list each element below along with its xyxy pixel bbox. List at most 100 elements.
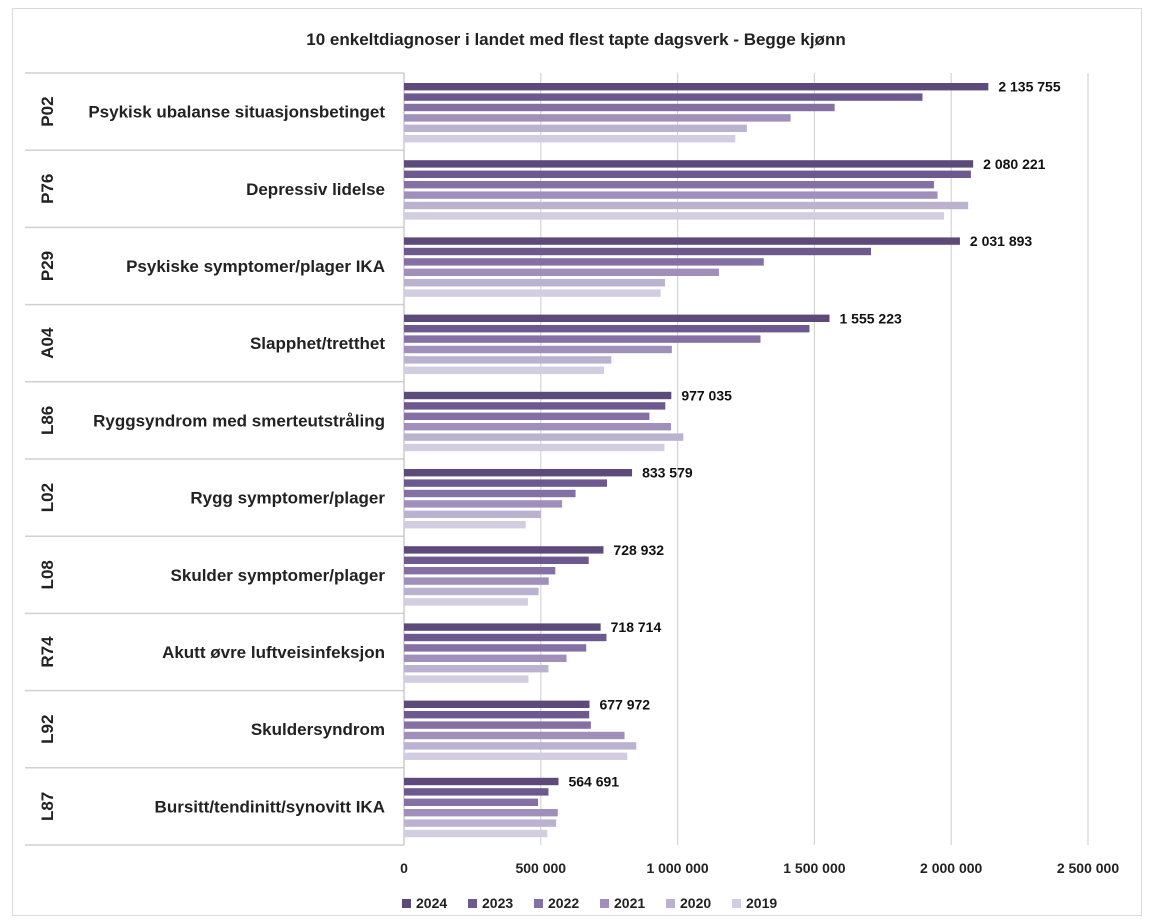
bar-2024 (404, 237, 960, 245)
bar-2024 (404, 469, 633, 477)
x-tick-label: 2 500 000 (1057, 860, 1119, 876)
bar-2021 (404, 809, 558, 817)
bar-2023 (404, 556, 589, 564)
data-label: 2 031 893 (970, 233, 1032, 249)
category-code: L86 (38, 406, 57, 435)
legend-swatch (468, 899, 477, 908)
bar-2022 (404, 181, 934, 189)
bar-2019 (404, 135, 736, 143)
x-tick-label: 500 000 (515, 860, 566, 876)
bar-2023 (404, 170, 971, 178)
bar-2019 (404, 829, 548, 838)
category-label: Akutt øvre luftveisinfeksjon (162, 643, 385, 662)
legend-label: 2022 (548, 895, 579, 911)
data-label: 1 555 223 (840, 310, 902, 326)
bar-2021 (404, 423, 672, 431)
bar-2023 (404, 711, 590, 719)
data-label: 564 691 (568, 774, 619, 790)
bar-2019 (404, 752, 628, 760)
category-label: Skuldersyndrom (251, 720, 385, 739)
category-label: Ryggsyndrom med smerteutstråling (93, 411, 385, 430)
legend-swatch (732, 899, 741, 908)
category-label: Rygg symptomer/plager (190, 489, 385, 508)
bar-2023 (404, 325, 810, 333)
data-label: 2 080 221 (983, 156, 1045, 172)
bar-2021 (404, 268, 719, 276)
bar-2019 (404, 212, 945, 220)
x-tick-label: 1 500 000 (783, 860, 845, 876)
bar-2024 (404, 623, 601, 631)
chart-title: 10 enkeltdiagnoser i landet med flest ta… (306, 30, 845, 49)
bar-2020 (404, 587, 539, 596)
category-label: Skulder symptomer/plager (171, 566, 386, 585)
category-code: P02 (38, 96, 57, 126)
bar-2024 (404, 391, 672, 400)
bar-2022 (404, 489, 576, 498)
legend-swatch (666, 899, 675, 908)
data-label: 2 135 755 (998, 79, 1060, 95)
bar-2022 (404, 644, 587, 652)
data-label: 977 035 (681, 388, 732, 404)
category-code: L02 (38, 483, 57, 512)
legend-swatch (534, 899, 543, 908)
legend-label: 2019 (746, 895, 777, 911)
data-label: 728 932 (613, 542, 664, 558)
legend-label: 2024 (416, 895, 447, 911)
bar-2024 (404, 546, 604, 554)
category-label: Bursitt/tendinitt/synovitt IKA (155, 797, 385, 816)
bar-2019 (404, 289, 661, 297)
bar-2021 (404, 114, 791, 122)
bar-2022 (404, 567, 556, 575)
bar-2022 (404, 335, 761, 343)
bar-2022 (404, 258, 764, 266)
legend-swatch (600, 899, 609, 908)
bar-2023 (404, 402, 666, 410)
bar-2023 (404, 93, 923, 101)
category-label: Psykisk ubalanse situasjonsbetinget (88, 103, 385, 122)
legend-swatch (402, 899, 411, 908)
category-code: R74 (38, 636, 57, 668)
bar-2023 (404, 479, 608, 487)
bar-2021 (404, 577, 549, 585)
x-tick-label: 1 000 000 (646, 860, 708, 876)
bar-2019 (404, 675, 529, 683)
legend-label: 2023 (482, 895, 513, 911)
bar-2023 (404, 633, 607, 642)
bar-2020 (404, 356, 612, 364)
chart-frame (12, 8, 1142, 916)
category-label: Psykiske symptomer/plager IKA (126, 257, 385, 276)
category-code: P76 (38, 174, 57, 204)
bar-2021 (404, 731, 625, 740)
bar-2024 (404, 700, 590, 708)
category-code: L87 (38, 792, 57, 821)
x-tick-label: 2 000 000 (920, 860, 982, 876)
bar-2020 (404, 665, 549, 673)
category-code: L08 (38, 560, 57, 589)
bar-2023 (404, 247, 872, 256)
x-tick-label: 0 (400, 860, 408, 876)
bar-2021 (404, 654, 567, 662)
bar-2020 (404, 201, 969, 210)
bar-2019 (404, 521, 526, 529)
data-label: 677 972 (599, 696, 650, 712)
bar-2021 (404, 345, 672, 354)
bar-2020 (404, 742, 637, 750)
bar-2020 (404, 433, 684, 441)
category-label: Depressiv lidelse (246, 180, 385, 199)
bar-2022 (404, 412, 650, 420)
bar-2024 (404, 314, 830, 322)
bar-2019 (404, 598, 528, 606)
bar-2020 (404, 124, 747, 132)
bar-2024 (404, 160, 974, 168)
legend-label: 2021 (614, 895, 645, 911)
category-code: L92 (38, 715, 57, 744)
bar-2023 (404, 788, 549, 796)
bar-2024 (404, 83, 989, 91)
category-code: P29 (38, 251, 57, 281)
data-label: 833 579 (642, 465, 693, 481)
bar-2024 (404, 777, 559, 786)
data-label: 718 714 (611, 619, 662, 635)
bar-2022 (404, 721, 591, 729)
category-code: A04 (38, 327, 57, 359)
